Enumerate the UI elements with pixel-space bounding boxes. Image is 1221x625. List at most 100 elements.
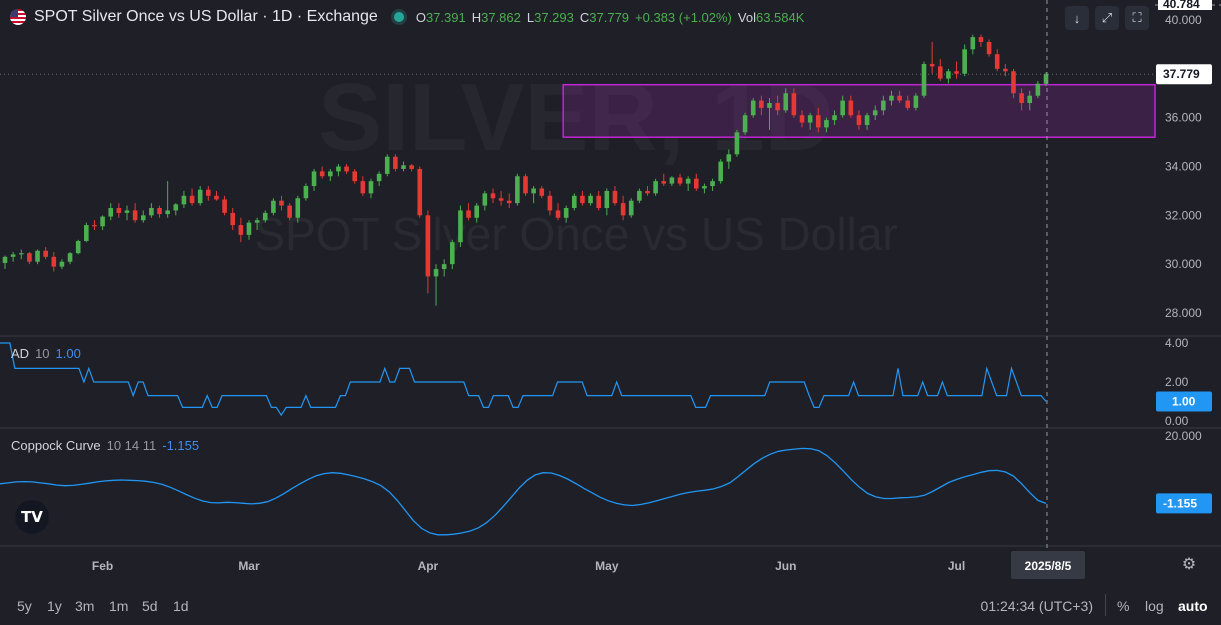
- gear-icon[interactable]: ⚙: [1181, 556, 1197, 573]
- fullscreen-icon[interactable]: ⛶: [1125, 6, 1149, 30]
- candle-body: [840, 100, 845, 116]
- candle-body: [685, 178, 691, 184]
- candle-body: [116, 208, 122, 213]
- candle-body: [905, 100, 911, 108]
- candle-body: [450, 242, 455, 265]
- price-axis[interactable]: 40.00038.00036.00034.00032.00030.00028.0…: [1156, 0, 1212, 514]
- time-tick-label: Mar: [238, 559, 260, 573]
- candle: [222, 195, 227, 216]
- candle: [376, 171, 382, 187]
- coppock-line: [0, 447, 1047, 536]
- volume: Vol63.584K: [737, 9, 805, 25]
- candle: [978, 34, 984, 47]
- candle-body: [393, 156, 398, 169]
- candle: [271, 198, 276, 216]
- candle-body: [206, 189, 211, 196]
- candle-body: [937, 66, 943, 79]
- candle: [287, 203, 292, 221]
- candle: [726, 149, 732, 169]
- candle: [303, 183, 309, 201]
- divider: [1105, 594, 1106, 616]
- auto-toggle[interactable]: auto: [1178, 598, 1208, 614]
- candle: [547, 190, 553, 216]
- candle: [197, 186, 203, 206]
- range-5d[interactable]: 5d: [142, 598, 158, 614]
- candle-body: [563, 208, 569, 218]
- watermark-description: SPOT Silver Once vs US Dollar: [254, 208, 897, 260]
- arrow-down-icon[interactable]: ↓: [1065, 6, 1089, 30]
- candle-body: [734, 132, 740, 155]
- candle: [645, 186, 650, 196]
- candle: [75, 239, 81, 255]
- clock[interactable]: 01:24:34 (UTC+3): [980, 598, 1093, 614]
- candle-body: [417, 168, 423, 216]
- candle-body: [604, 190, 610, 209]
- candle-body: [441, 264, 447, 270]
- candle: [51, 251, 57, 272]
- candle: [832, 110, 837, 125]
- candle: [580, 190, 585, 206]
- ad-value-badge-label: 1.00: [1172, 395, 1196, 409]
- candle-body: [970, 37, 976, 50]
- log-toggle[interactable]: log: [1145, 598, 1164, 614]
- candle: [637, 188, 642, 204]
- candle-body: [1011, 71, 1016, 94]
- candle-body: [287, 205, 292, 218]
- candle: [84, 222, 89, 243]
- candle: [27, 251, 32, 265]
- candle-body: [262, 212, 268, 221]
- candle: [140, 210, 146, 223]
- ad-value: 1.00: [55, 346, 81, 361]
- candle-body: [710, 181, 715, 187]
- candle: [677, 173, 683, 187]
- range-3m[interactable]: 3m: [75, 598, 95, 614]
- candle-body: [344, 166, 349, 172]
- candle: [18, 249, 24, 260]
- candle-body: [612, 190, 618, 204]
- candle: [702, 183, 707, 194]
- candle: [441, 259, 447, 277]
- tradingview-logo[interactable]: TV: [15, 500, 49, 534]
- candle: [417, 166, 423, 218]
- candle: [693, 173, 699, 191]
- ad-legend[interactable]: AD 10 1.00: [11, 346, 81, 361]
- range-1y[interactable]: 1y: [47, 598, 62, 614]
- candle-body: [954, 71, 959, 74]
- candle-body: [677, 177, 683, 184]
- time-axis[interactable]: Feb Mar Apr May Jun Jul 2025/8/5: [92, 551, 1085, 579]
- candle-body: [669, 177, 675, 184]
- percent-toggle[interactable]: %: [1117, 598, 1130, 614]
- candle-body: [864, 115, 870, 125]
- candle-body: [238, 225, 244, 235]
- candle-body: [547, 195, 553, 211]
- candle: [815, 107, 821, 133]
- candle-body: [197, 189, 203, 204]
- candle-body: [596, 195, 601, 209]
- symbol-title[interactable]: SPOT Silver Once vs US Dollar · 1D · Exc…: [34, 8, 378, 25]
- range-1m[interactable]: 1m: [109, 598, 129, 614]
- candle: [254, 217, 260, 230]
- ad-tick-label: 0.00: [1165, 414, 1189, 428]
- expand-icon[interactable]: ⤢: [1095, 6, 1119, 30]
- candle: [384, 154, 390, 177]
- candle: [807, 112, 813, 130]
- candle-body: [791, 93, 797, 116]
- last-price-badge: [1156, 64, 1212, 85]
- candle-body: [490, 193, 496, 199]
- candle: [994, 49, 1000, 72]
- candle-body: [303, 186, 309, 199]
- candle-body: [962, 49, 967, 74]
- candle-body: [824, 120, 829, 128]
- range-1d[interactable]: 1d: [173, 598, 189, 614]
- candle: [889, 90, 894, 106]
- coppock-legend[interactable]: Coppock Curve 10 14 11 -1.155: [11, 438, 199, 453]
- candle: [368, 178, 374, 199]
- candle-body: [848, 100, 854, 116]
- ad-tick-label: 4.00: [1165, 336, 1189, 350]
- candle: [1043, 72, 1049, 87]
- candle-body: [718, 161, 723, 182]
- range-5y[interactable]: 5y: [17, 598, 32, 614]
- candle: [881, 95, 886, 116]
- candle: [328, 168, 333, 182]
